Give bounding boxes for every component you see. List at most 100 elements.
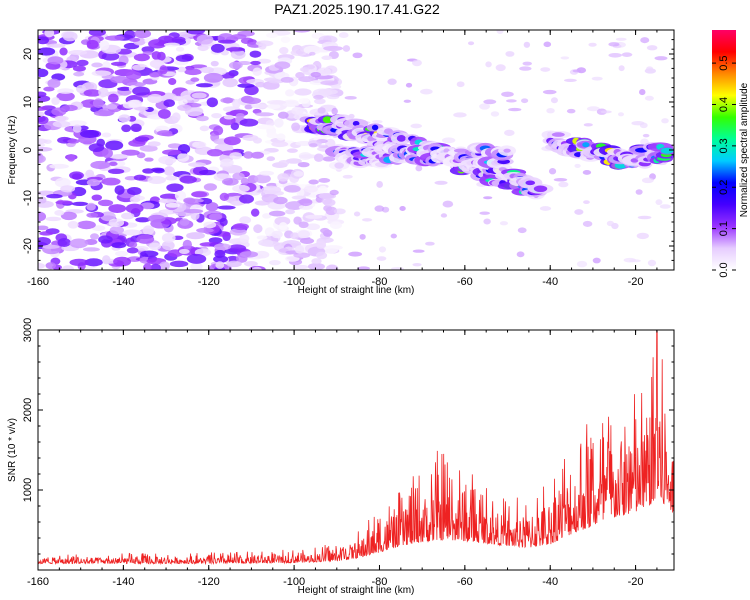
- spectrogram-cell: [285, 209, 296, 215]
- spectrogram-cell: [46, 194, 63, 199]
- spectrogram-cell: [128, 241, 138, 248]
- spectrogram-cell: [278, 222, 288, 231]
- spectrogram-cell: [149, 71, 161, 78]
- spectrogram-cell: [219, 218, 228, 226]
- spectrogram-cell: [150, 263, 161, 270]
- y-tick-label: 3000: [22, 318, 34, 342]
- spectrogram-cell: [115, 250, 129, 257]
- spectrogram-cell: [66, 154, 76, 162]
- spectrogram-cell: [60, 185, 76, 193]
- spectrogram-cell: [303, 45, 322, 55]
- spectrogram-cell: [196, 227, 214, 233]
- spectrogram-cell: [125, 71, 142, 80]
- spectrogram-cell: [114, 185, 125, 195]
- spectrogram-cell: [533, 185, 548, 193]
- spectrogram-cell: [86, 202, 96, 211]
- spectrogram-cell: [352, 120, 360, 127]
- spectrogram-cell: [297, 230, 311, 238]
- spectrogram-cell: [467, 41, 475, 46]
- x-tick-label: -80: [372, 576, 388, 588]
- spectrogram-y-label: Frequency (Hz): [7, 116, 18, 185]
- spectrogram-cell: [208, 213, 223, 221]
- spectrogram-cell: [67, 120, 87, 127]
- spectrogram-cell: [269, 260, 281, 266]
- spectrogram-cell: [308, 143, 318, 148]
- spectrogram-cell: [142, 168, 155, 174]
- spectrogram-cell: [235, 113, 245, 119]
- x-tick-label: -120: [198, 276, 220, 288]
- spectrogram-cell: [572, 69, 582, 73]
- spectrogram-cell: [101, 148, 113, 159]
- spectrogram-cell: [92, 98, 104, 108]
- spectrogram-cell: [495, 64, 506, 72]
- spectrogram-cell: [68, 50, 88, 56]
- spectrogram-cell: [646, 66, 654, 71]
- spectrogram-cell: [147, 176, 167, 185]
- spectrogram-cell: [503, 148, 511, 153]
- spectrogram-cell: [128, 99, 143, 108]
- spectrogram-cell: [348, 251, 363, 257]
- spectrogram-cell: [331, 84, 342, 90]
- spectrogram-cell: [642, 133, 650, 138]
- spectrogram-cell: [483, 218, 491, 225]
- spectrogram-cell: [159, 261, 170, 270]
- spectrogram-cell: [252, 266, 262, 270]
- spectrogram-cell: [196, 34, 214, 45]
- y-tick-label: 1000: [22, 478, 34, 502]
- spectrogram-cell: [453, 112, 467, 118]
- y-tick-label: 2000: [22, 398, 34, 422]
- spectrogram-cell: [54, 115, 69, 122]
- spectrogram-cell: [200, 66, 214, 74]
- spectrogram-cell: [283, 184, 301, 193]
- spectrogram-cell: [660, 147, 674, 154]
- spectrogram-cell: [250, 60, 261, 66]
- spectrogram-cell: [38, 68, 49, 78]
- spectrogram-cell: [163, 99, 175, 107]
- spectrogram-cell: [485, 61, 492, 68]
- spectrogram-cell: [322, 116, 333, 124]
- spectrogram-cell: [333, 208, 346, 215]
- spectrogram-cell: [124, 30, 136, 40]
- spectrogram-cell: [135, 217, 151, 223]
- spectrogram-cell: [183, 197, 196, 204]
- spectrogram-cell: [147, 93, 163, 104]
- spectrogram-cell: [232, 184, 250, 193]
- spectrogram-cell: [239, 251, 259, 258]
- x-tick-label: -160: [27, 276, 49, 288]
- spectrogram-cell: [161, 232, 176, 243]
- spectrogram-cell: [644, 95, 654, 101]
- spectrogram-cell: [523, 41, 531, 48]
- spectrogram-cell: [113, 256, 132, 267]
- colorbar-label: Normalized spectral amplitude: [739, 82, 750, 217]
- spectrogram-cell: [168, 78, 177, 86]
- spectrogram-cell: [76, 59, 89, 67]
- spectrogram-cell: [173, 95, 184, 101]
- spectrogram-cell: [108, 154, 129, 159]
- spectrogram-cell: [208, 237, 223, 244]
- colorbar-ticks: 0.0 0.1 0.2 0.3 0.4 0.5: [712, 55, 736, 278]
- spectrogram-cell: [108, 218, 125, 228]
- spectrogram-cell: [342, 174, 353, 179]
- spectrogram-cell: [582, 170, 592, 175]
- spectrogram-cell: [378, 246, 387, 253]
- spectrogram-cell: [412, 249, 425, 253]
- spectrogram-cell: [483, 196, 493, 200]
- spectrogram-cell: [38, 36, 50, 45]
- spectrogram-cell: [591, 76, 603, 81]
- spectrogram-cell: [313, 153, 324, 162]
- spectrogram-cell: [262, 213, 272, 219]
- spectrogram-cell: [151, 51, 162, 60]
- spectrogram-cell: [258, 239, 274, 247]
- spectrogram-cell: [160, 92, 178, 102]
- spectrogram-cell: [197, 44, 209, 52]
- spectrogram-cell: [251, 103, 269, 109]
- spectrogram-cell: [308, 179, 319, 185]
- spectrogram-cell: [254, 174, 271, 184]
- spectrogram-cell: [174, 190, 187, 201]
- spectrogram-cell: [646, 45, 658, 51]
- spectrogram-cell: [184, 68, 202, 76]
- spectrogram-cell: [434, 180, 448, 185]
- spectrogram-cell: [148, 242, 162, 251]
- spectrogram-cell: [134, 136, 150, 142]
- snr-y-label: SNR (10 * v/v): [7, 418, 18, 482]
